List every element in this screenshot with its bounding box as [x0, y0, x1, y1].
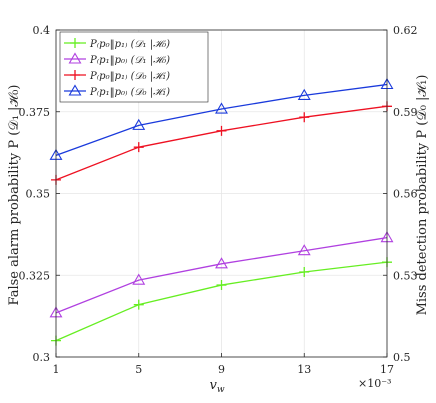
- x-tick-label: 13: [297, 363, 311, 376]
- y-tick-label-right: 0.53: [393, 269, 418, 282]
- legend-marker: [70, 38, 80, 48]
- series-line: [55, 83, 388, 156]
- data-point: [215, 257, 228, 269]
- y-tick-label-right: 0.56: [393, 188, 418, 201]
- data-point: [133, 299, 144, 310]
- data-point: [297, 88, 311, 100]
- ticks: 1 5 9 13 17 0.3 0.325 0.35 0.375 0.4 0.5 0.53 0.56 0.…: [19, 24, 418, 376]
- y-axis-label-left: False alarm probability P (𝒟₁ |ℋ₀): [7, 85, 22, 306]
- data-point: [132, 273, 146, 285]
- data-point: [216, 280, 227, 291]
- y-tick-label-left: 0.4: [33, 24, 51, 37]
- x-tick-label: 17: [380, 363, 394, 376]
- legend-label: P₍p₀‖p₁₎ (𝒟₁ |ℋ₀): [89, 39, 170, 50]
- x-axis-label: vw: [209, 378, 224, 395]
- legend-label: P₍p₁‖p₀₎ (𝒟₀ |ℋ₁): [89, 87, 170, 98]
- data-point: [215, 102, 228, 114]
- y-axis-label-right: Miss detection probability P (𝒟₀ |ℋ₁): [415, 75, 430, 316]
- legend-marker: [70, 70, 80, 80]
- legend-label: P₍p₀‖p₁₎ (𝒟₀ |ℋ₁): [89, 71, 170, 82]
- y-tick-label-right: 0.5: [393, 351, 411, 364]
- x-axis-label-sub: w: [217, 385, 225, 395]
- x-tick-label: 1: [53, 363, 60, 376]
- data-point: [132, 118, 146, 130]
- y-tick-label-left: 0.325: [19, 269, 51, 282]
- x-tick-label: 9: [218, 363, 225, 376]
- x-axis-multiplier: ×10⁻³: [358, 377, 391, 390]
- y-tick-label-right: 0.59: [393, 106, 418, 119]
- legend: P₍p₀‖p₁₎ (𝒟₁ |ℋ₀) P₍p₁‖p₀₎ (𝒟₁ |ℋ₀) P₍p₀‖p…: [59, 31, 209, 103]
- data-point: [216, 125, 227, 136]
- series-line: [55, 237, 388, 314]
- data-point: [299, 112, 310, 123]
- legend-marker: [68, 84, 82, 96]
- legend-marker: [68, 52, 82, 64]
- y-tick-label-right: 0.62: [393, 24, 418, 37]
- data-point: [133, 142, 144, 153]
- y-tick-label-left: 0.35: [26, 188, 51, 201]
- legend-label: P₍p₁‖p₀₎ (𝒟₁ |ℋ₀): [89, 55, 170, 66]
- x-tick-label: 5: [135, 363, 142, 376]
- data-point: [297, 244, 311, 256]
- x-axis-label-main: v: [209, 378, 217, 393]
- data-point: [299, 266, 310, 277]
- legend-box: [59, 31, 209, 103]
- y-tick-label-left: 0.3: [33, 351, 51, 364]
- y-tick-label-left: 0.375: [19, 106, 51, 119]
